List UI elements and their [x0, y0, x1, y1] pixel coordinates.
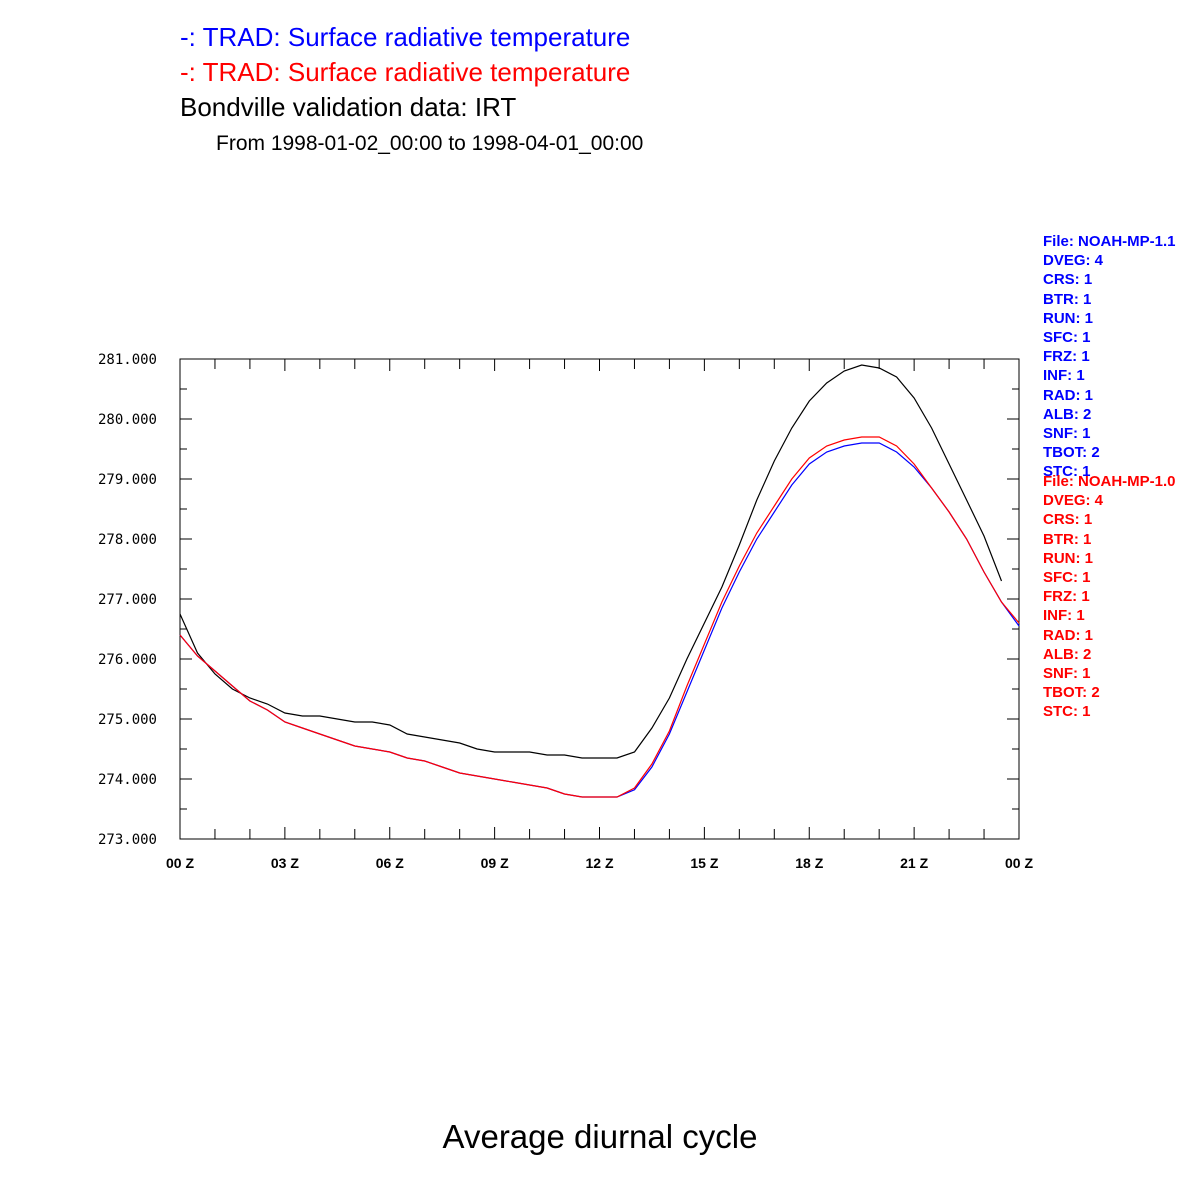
- legend-line: INF: 1: [1043, 607, 1085, 625]
- legend-line: FRZ: 1: [1043, 348, 1090, 366]
- footer-title: Average diurnal cycle: [442, 1118, 758, 1155]
- x-tick-label: 00 Z: [1005, 855, 1033, 871]
- legend-line: SFC: 1: [1043, 569, 1091, 587]
- legend-line: File: NOAH-MP-1.0: [1043, 473, 1176, 490]
- x-tick-label: 06 Z: [376, 855, 404, 871]
- legend-line: SNF: 1: [1043, 665, 1091, 683]
- legend-line: INF: 1: [1043, 367, 1085, 385]
- legend-block-blue: File: NOAH-MP-1.1 DVEG: 4 CRS: 1 BTR: 1 RUN:…: [1043, 232, 1176, 482]
- legend-block-red: File: NOAH-MP-1.0 DVEG: 4 CRS: 1 BTR: 1 RUN:…: [1043, 472, 1176, 722]
- legend-line: RAD: 1: [1043, 386, 1094, 404]
- y-tick-label: 276.000: [98, 652, 157, 668]
- legend-line: RUN: 1: [1043, 309, 1094, 327]
- legend-line: RUN: 1: [1043, 549, 1094, 567]
- legend-line: CRS: 1: [1043, 271, 1093, 289]
- legend-line: DVEG: 4: [1043, 252, 1104, 270]
- legend-line: DVEG: 4: [1043, 492, 1104, 510]
- y-tick-label: 273.000: [98, 832, 157, 848]
- legend-line: ALB: 2: [1043, 645, 1092, 663]
- y-tick-label: 281.000: [98, 352, 157, 368]
- y-tick-label: 274.000: [98, 772, 157, 788]
- legend-line: BTR: 1: [1043, 290, 1092, 308]
- y-tick-label: 278.000: [98, 532, 157, 548]
- series-line-observed: [179, 364, 1003, 759]
- y-tick-label: 280.000: [98, 412, 157, 428]
- legend-line: SFC: 1: [1043, 329, 1091, 347]
- legend-line: ALB: 2: [1043, 405, 1092, 423]
- x-tick-label: 12 Z: [585, 855, 613, 871]
- title-series-red: -: TRAD: Surface radiative temperature: [180, 57, 631, 87]
- series-lines: [179, 364, 1020, 798]
- legend-line: CRS: 1: [1043, 511, 1093, 529]
- legend-line: TBOT: 2: [1043, 444, 1100, 462]
- x-tick-label: 00 Z: [166, 855, 194, 871]
- date-range: From 1998-01-02_00:00 to 1998-04-01_00:0…: [216, 132, 644, 155]
- legend-line: STC: 1: [1043, 703, 1091, 721]
- legend-line: File: NOAH-MP-1.1: [1043, 233, 1176, 250]
- legend-line: SNF: 1: [1043, 425, 1091, 443]
- x-tick-label: 09 Z: [481, 855, 509, 871]
- x-tick-label: 15 Z: [690, 855, 718, 871]
- y-tick-label: 279.000: [98, 472, 157, 488]
- title-validation: Bondville validation data: IRT: [180, 92, 517, 122]
- legend-line: RAD: 1: [1043, 626, 1094, 644]
- plot-frame: [179, 358, 1020, 840]
- legend-line: STC: 1: [1043, 463, 1091, 481]
- tick-labels: 273.000 274.000 275.000 276.000 277.000 278.0…: [98, 352, 1033, 871]
- x-tick-label: 21 Z: [900, 855, 928, 871]
- axes: [179, 358, 1020, 840]
- y-tick-label: 277.000: [98, 592, 157, 608]
- series-line-red: [179, 436, 1020, 798]
- legend-line: FRZ: 1: [1043, 588, 1090, 606]
- title-series-blue: -: TRAD: Surface radiative temperature: [180, 22, 631, 52]
- legend-line: BTR: 1: [1043, 530, 1092, 548]
- legend-line: TBOT: 2: [1043, 684, 1100, 702]
- x-tick-label: 18 Z: [795, 855, 823, 871]
- y-tick-label: 275.000: [98, 712, 157, 728]
- series-line-blue: [179, 442, 1020, 798]
- x-tick-label: 03 Z: [271, 855, 299, 871]
